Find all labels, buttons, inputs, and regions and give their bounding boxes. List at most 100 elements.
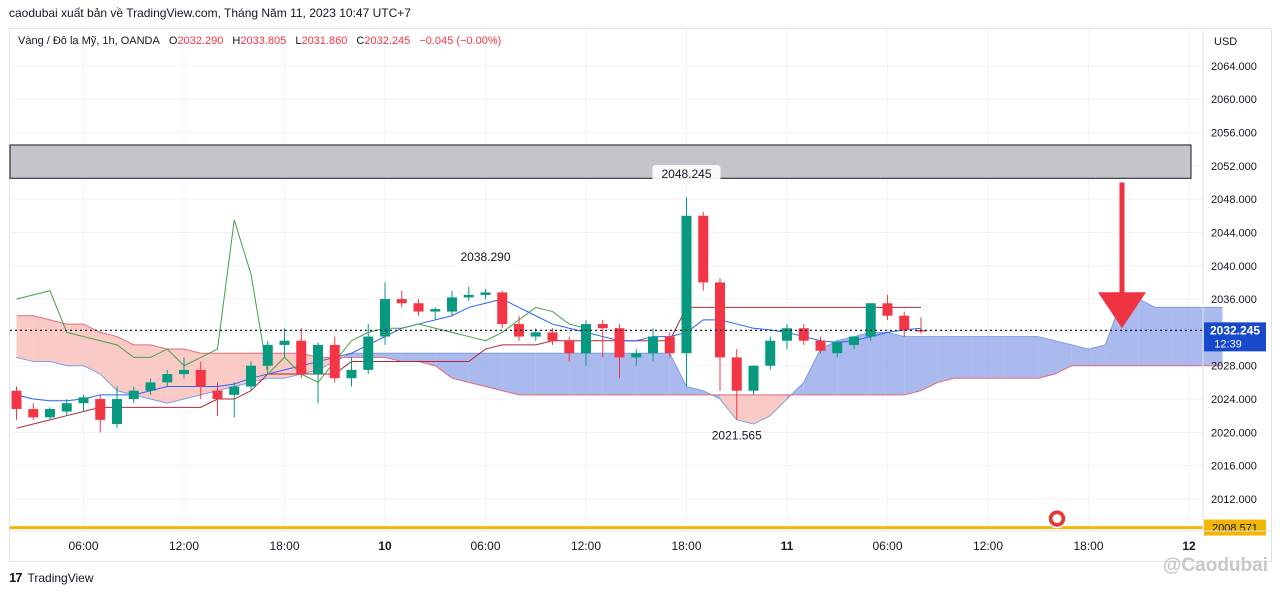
- candles-layer: [11, 197, 926, 433]
- candle-body: [61, 403, 72, 412]
- candle-body: [815, 340, 826, 351]
- cloud-segment: [217, 353, 235, 391]
- candle-body: [547, 332, 558, 341]
- cloud-segment: [1088, 344, 1106, 366]
- time-tick-label: 06:00: [470, 539, 500, 553]
- legend-close: 2032.245: [364, 35, 411, 47]
- candle-body: [78, 397, 89, 404]
- candle-body: [195, 369, 206, 387]
- candle-body: [530, 332, 541, 337]
- time-tick-label: 12:00: [169, 539, 199, 553]
- tradingview-logo-icon: 17: [9, 570, 23, 585]
- cloud-segment: [502, 353, 519, 395]
- time-tick-label: 12:00: [973, 539, 1003, 553]
- cloud-segment: [418, 353, 436, 366]
- candle-body: [798, 328, 809, 341]
- candle-body: [899, 315, 910, 330]
- cloud-segment: [803, 349, 821, 395]
- legend-high-label: H: [232, 35, 241, 47]
- ichimoku-cloud-layer: [16, 298, 1223, 425]
- cloud-segment: [602, 353, 620, 395]
- candle-body: [413, 303, 424, 312]
- cloud-segment: [385, 353, 402, 362]
- cloud-segment: [552, 353, 570, 395]
- price-annotation: 2038.290: [460, 250, 510, 264]
- author-watermark: @Caodubai: [1162, 555, 1268, 576]
- candle-body: [212, 390, 223, 400]
- candle-body: [279, 340, 290, 345]
- candle-body: [463, 294, 474, 298]
- time-tick-label: 12:00: [571, 539, 601, 553]
- cloud-segment: [1055, 340, 1072, 375]
- cloud-segment: [66, 324, 84, 366]
- price-tick-label: 2036.000: [1211, 294, 1257, 306]
- senkou-span-b: [16, 315, 1223, 396]
- bar-countdown: 12:39: [1214, 338, 1242, 350]
- cloud-segment: [1138, 299, 1156, 366]
- cloud-segment: [535, 353, 553, 395]
- cloud-segment: [435, 353, 452, 379]
- cloud-segment: [636, 353, 653, 395]
- cloud-segment: [770, 394, 787, 416]
- price-annotation: 2021.565: [712, 428, 762, 442]
- cloud-segment: [100, 332, 117, 391]
- time-tick-label: 12: [1182, 539, 1196, 553]
- candle-body: [865, 303, 876, 337]
- time-tick-label: 06:00: [68, 539, 98, 553]
- cloud-segment: [753, 394, 771, 425]
- support-price-badge: [1204, 519, 1266, 536]
- cloud-segment: [820, 340, 838, 395]
- candle-body: [11, 390, 22, 410]
- legend-high: 2033.805: [240, 35, 287, 47]
- price-tick-label: 2028.000: [1211, 361, 1257, 373]
- time-tick-label: 18:00: [1073, 539, 1103, 553]
- price-tick-label: 2016.000: [1211, 461, 1257, 473]
- candle-body: [296, 340, 307, 375]
- cloud-segment: [117, 336, 134, 395]
- current-price-badge: [1204, 322, 1266, 352]
- candle-body: [128, 390, 139, 400]
- candle-body: [112, 399, 122, 425]
- candle-body: [597, 324, 608, 329]
- brand-label: TradingView: [27, 570, 94, 585]
- publish-caption: caodubai xuất bản về TradingView.com, Th…: [9, 6, 411, 20]
- candle-body: [179, 369, 189, 375]
- cloud-segment: [854, 332, 871, 395]
- legend-change: −0.045 (−0.00%): [419, 35, 502, 47]
- cloud-segment: [1021, 336, 1039, 379]
- tradingview-brand[interactable]: 17 TradingView: [9, 570, 94, 585]
- candle-body: [648, 336, 658, 354]
- candle-body: [313, 344, 323, 375]
- cloud-segment: [720, 394, 737, 420]
- resistance-zone-layer: [9, 30, 1203, 530]
- us-flag-event-icon-inner: [1051, 513, 1063, 525]
- candle-body: [497, 292, 508, 325]
- candle-body: [262, 344, 273, 366]
- price-tick-label: 2012.000: [1211, 494, 1257, 506]
- time-tick-label: 18:00: [671, 539, 701, 553]
- candle-body: [229, 386, 240, 395]
- resistance-zone: [9, 144, 1192, 179]
- symbol-legend: Vàng / Đô la Mỹ, 1h, OANDA O2032.290 H20…: [18, 35, 501, 47]
- cloud-segment: [736, 394, 754, 425]
- price-tick-label: 2044.000: [1211, 227, 1257, 239]
- candle-body: [748, 365, 759, 391]
- candle-body: [380, 299, 390, 337]
- time-tick-label: 06:00: [872, 539, 902, 553]
- cloud-segment: [485, 353, 503, 391]
- candle-body: [246, 365, 256, 387]
- candle-body: [45, 409, 55, 418]
- price-annotation: 2048.245: [661, 167, 711, 181]
- time-axis-layer: 06:00 12:00 18:00 10 06:00 12:00 18:00 11 06:00 1…: [10, 530, 1271, 553]
- candle-body: [564, 340, 575, 354]
- candle-body: [145, 382, 156, 391]
- cloud-segment: [619, 353, 637, 395]
- cloud-segment: [1004, 336, 1022, 379]
- cloud-segment: [887, 332, 905, 395]
- cloud-segment: [1038, 336, 1055, 379]
- legend-low-label: L: [295, 35, 302, 47]
- cloud-segment: [519, 353, 536, 395]
- candle-body: [782, 328, 792, 341]
- current-price-value: 2032.245: [1210, 323, 1260, 337]
